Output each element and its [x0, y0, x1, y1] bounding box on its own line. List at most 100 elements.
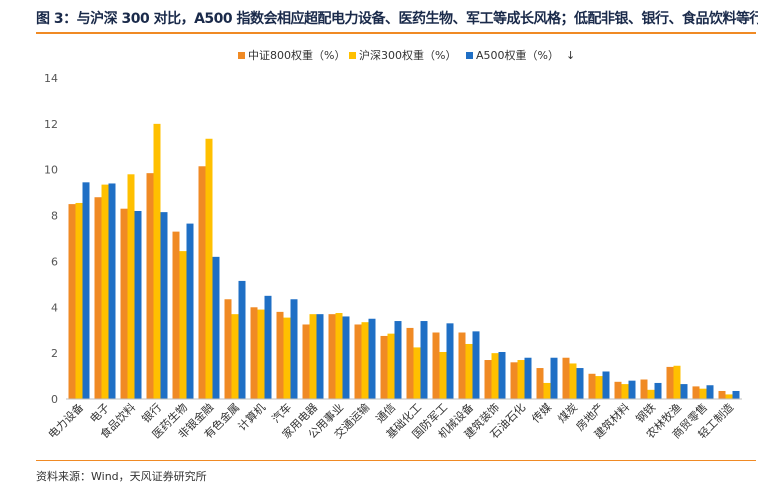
bar-series-1 — [432, 332, 440, 399]
bar-series-3 — [680, 384, 688, 399]
x-tick-label: 电力设备 — [45, 400, 86, 441]
bar-series-3 — [498, 351, 506, 399]
title-divider — [36, 32, 756, 34]
bar-series-1 — [94, 197, 102, 399]
bar-series-2 — [543, 382, 551, 399]
bar-series-3 — [186, 223, 194, 399]
bar-series-2 — [101, 184, 109, 399]
bar-series-2 — [309, 314, 317, 399]
bar-series-1 — [120, 208, 128, 399]
bar-chart: 中证800权重（%） 沪深300权重（%） A500权重（%） ↓ 0 2 4 6 8 1… — [44, 48, 742, 441]
bar-series-1 — [198, 166, 206, 399]
legend-swatch-series-2 — [349, 52, 356, 59]
bar-series-1 — [354, 324, 362, 399]
bar-series-3 — [290, 299, 298, 399]
bar-series-2 — [491, 353, 499, 399]
bar-series-1 — [562, 357, 570, 399]
bar-series-3 — [706, 385, 714, 399]
bar-series-3 — [420, 321, 428, 399]
y-tick-label: 0 — [51, 393, 58, 406]
legend-suffix-arrow: ↓ — [566, 49, 575, 62]
y-tick-label: 12 — [44, 118, 58, 131]
bar-series-2 — [75, 202, 83, 399]
bar-series-1 — [614, 381, 622, 399]
bar-series-2 — [413, 347, 421, 399]
bar-series-2 — [569, 363, 577, 399]
bar-series-3 — [134, 210, 142, 399]
figure-title: 图 3：与沪深 300 对比，A500 指数会相应超配电力设备、医药生物、军工等… — [36, 11, 758, 27]
bar-series-1 — [510, 362, 518, 399]
x-tick-label: 计算机 — [235, 400, 268, 433]
bar-series-1 — [302, 324, 310, 399]
bar-series-2 — [257, 309, 265, 399]
bar-series-1 — [458, 332, 466, 399]
bar-series-1 — [146, 173, 154, 399]
bar-series-1 — [224, 299, 232, 399]
chart-legend: 中证800权重（%） 沪深300权重（%） A500权重（%） ↓ — [238, 48, 575, 62]
bar-series-2 — [647, 389, 655, 399]
bar-series-3 — [368, 318, 376, 399]
y-tick-label: 2 — [51, 347, 58, 360]
bar-series-2 — [153, 123, 161, 399]
legend-swatch-series-3 — [466, 52, 473, 59]
bar-series-3 — [524, 357, 532, 399]
bar-series-3 — [602, 371, 610, 399]
bar-series-2 — [621, 384, 629, 399]
y-tick-label: 6 — [51, 255, 58, 268]
bar-series-3 — [108, 183, 116, 399]
y-tick-label: 4 — [51, 301, 58, 314]
bar-series-1 — [276, 311, 284, 399]
bar-series-1 — [328, 314, 336, 399]
bar-series-1 — [588, 373, 596, 399]
bar-series-1 — [172, 231, 180, 399]
bar-series-1 — [666, 366, 674, 399]
y-tick-label: 8 — [51, 210, 58, 223]
bar-series-2 — [179, 251, 187, 399]
bar-series-1 — [380, 335, 388, 399]
bar-series-1 — [692, 386, 700, 399]
bar-series-2 — [335, 313, 343, 399]
bar-series-3 — [550, 357, 558, 399]
bar-series-2 — [387, 333, 395, 399]
bar-series-3 — [160, 212, 168, 399]
bar-series-2 — [231, 314, 239, 399]
legend-swatch-series-1 — [238, 52, 245, 59]
bar-series-3 — [732, 390, 740, 399]
bar-series-3 — [264, 295, 272, 399]
bar-series-3 — [342, 316, 350, 399]
x-tick-label: 传媒 — [529, 401, 554, 426]
bar-series-3 — [212, 256, 220, 399]
y-tick-label: 14 — [44, 72, 58, 85]
bar-series-3 — [394, 321, 402, 399]
source-note: 资料来源：Wind，天风证券研究所 — [36, 470, 207, 483]
bar-series-3 — [654, 382, 662, 399]
bar-series-2 — [699, 388, 707, 399]
bar-series-1 — [640, 379, 648, 399]
bar-series-1 — [718, 390, 726, 399]
bar-series-1 — [68, 204, 76, 399]
bar-series-3 — [472, 331, 480, 399]
bar-series-3 — [628, 380, 636, 399]
y-tick-label: 10 — [44, 164, 58, 177]
bar-series-2 — [595, 376, 603, 399]
legend-label-series-3: A500权重（%） — [476, 48, 559, 62]
bar-series-2 — [283, 317, 291, 399]
bar-series-2 — [361, 322, 369, 399]
footer-divider — [36, 460, 756, 461]
legend-label-series-2: 沪深300权重（%） — [359, 48, 456, 62]
bar-series-1 — [484, 360, 492, 399]
bars-group — [68, 123, 740, 399]
bar-series-2 — [517, 360, 525, 399]
bar-series-1 — [250, 307, 258, 399]
bar-series-2 — [725, 394, 733, 399]
bar-series-2 — [673, 365, 681, 399]
bar-series-3 — [446, 323, 454, 399]
bar-series-1 — [536, 368, 544, 399]
legend-label-series-1: 中证800权重（%） — [248, 48, 345, 62]
bar-series-3 — [82, 182, 90, 399]
bar-series-2 — [127, 174, 135, 399]
y-axis: 0 2 4 6 8 10 12 14 — [44, 72, 58, 406]
bar-series-1 — [406, 327, 414, 399]
bar-series-2 — [205, 138, 213, 399]
